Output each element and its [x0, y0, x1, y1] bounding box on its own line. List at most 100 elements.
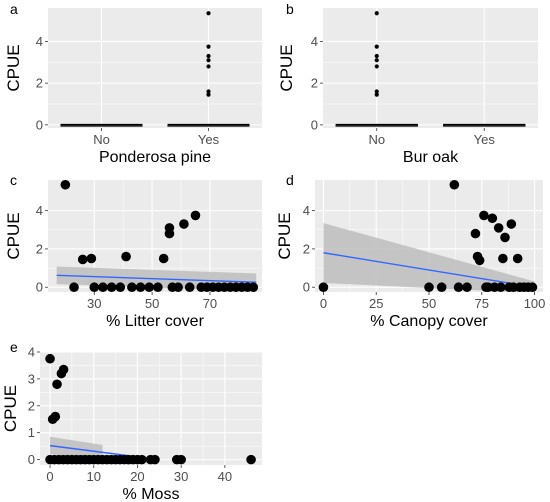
data-point: [158, 253, 169, 264]
data-point: [144, 282, 155, 293]
data-point: [512, 253, 523, 264]
y-tick-label: 2: [36, 76, 43, 91]
fit-line: [56, 274, 257, 283]
outlier-point: [206, 92, 211, 97]
plot-background: [323, 8, 538, 128]
outlier-point: [374, 11, 379, 16]
data-point: [60, 179, 71, 190]
outlier-point: [374, 58, 379, 63]
y-tick-label: 0: [311, 117, 318, 132]
x-tick-label: 40: [218, 469, 232, 484]
x-tick-label: 20: [130, 469, 144, 484]
data-point: [69, 282, 79, 293]
data-point: [115, 282, 126, 293]
x-axis-title: % Litter cover: [106, 313, 204, 330]
data-point: [173, 282, 183, 293]
data-point: [495, 282, 506, 293]
y-axis-title: CPUE: [277, 44, 296, 91]
panel-letter: c: [10, 172, 17, 188]
x-tick-label: 100: [524, 296, 546, 311]
data-point: [424, 282, 434, 293]
y-axis-title: CPUE: [4, 44, 23, 91]
data-point: [58, 364, 69, 375]
outlier-point: [374, 44, 379, 49]
data-point: [98, 282, 108, 293]
x-axis-title: % Canopy cover: [370, 313, 488, 330]
data-point: [436, 282, 447, 293]
data-point: [89, 282, 100, 293]
fit-line: [323, 252, 535, 288]
data-point: [246, 454, 256, 465]
x-tick-label: Yes: [474, 132, 496, 147]
outlier-point: [206, 89, 211, 94]
y-tick-label: 4: [28, 345, 35, 360]
y-tick-label: 2: [303, 241, 310, 256]
data-point: [106, 282, 117, 293]
y-tick-label: 4: [303, 203, 310, 218]
data-point: [184, 282, 195, 293]
y-tick-label: 0: [28, 452, 35, 467]
outlier-point: [206, 64, 211, 69]
x-tick-label: Yes: [198, 132, 220, 147]
data-point: [135, 282, 146, 293]
panel-letter: d: [286, 172, 294, 188]
y-tick-label: 2: [28, 398, 35, 413]
data-point: [137, 454, 147, 465]
plot-background: [48, 8, 262, 128]
outlier-point: [206, 53, 211, 59]
data-point: [470, 228, 481, 239]
data-point: [474, 255, 485, 266]
y-tick-label: 4: [36, 203, 43, 218]
data-point: [121, 251, 131, 262]
panel-c: 0 2 4 30 50 70 % Litter cover CPUE c: [4, 172, 262, 330]
y-axis-title: CPUE: [1, 385, 20, 432]
x-tick-label: 0: [46, 469, 53, 484]
data-point: [50, 411, 61, 422]
y-tick-label: 3: [28, 371, 35, 386]
confidence-band: [50, 436, 103, 459]
panel-a: 0 2 4 No Yes Ponderosa pine CPUE a: [4, 1, 262, 166]
panel-b: 0 2 4 No Yes Bur oak CPUE b: [277, 1, 538, 166]
data-point: [506, 219, 517, 229]
y-axis-title: CPUE: [275, 212, 294, 259]
data-point: [153, 282, 163, 293]
data-point: [52, 379, 62, 390]
y-tick-label: 1: [28, 425, 35, 440]
data-point: [462, 282, 472, 293]
outlier-point: [206, 11, 211, 16]
data-point: [527, 282, 538, 293]
outlier-point: [206, 58, 211, 63]
y-tick-label: 2: [36, 241, 43, 256]
x-tick-label: 50: [145, 296, 159, 311]
x-tick-label: No: [368, 132, 385, 147]
data-point: [318, 282, 329, 293]
data-point: [248, 282, 259, 293]
data-point: [493, 223, 504, 233]
outlier-point: [374, 53, 379, 59]
x-tick-label: 30: [87, 296, 101, 311]
data-point: [150, 454, 160, 465]
y-tick-label: 4: [311, 34, 318, 49]
data-point: [500, 232, 510, 243]
panel-letter: e: [10, 339, 18, 355]
x-tick-label: 50: [422, 296, 436, 311]
data-point: [45, 353, 55, 364]
x-tick-label: 0: [320, 296, 327, 311]
y-tick-label: 0: [36, 280, 43, 295]
data-point: [498, 253, 508, 264]
x-tick-label: 75: [475, 296, 489, 311]
data-point: [176, 454, 186, 465]
x-tick-label: 25: [369, 296, 383, 311]
panel-letter: b: [286, 1, 294, 17]
x-tick-label: No: [93, 132, 110, 147]
fit-layer: [323, 223, 535, 292]
x-axis-title: % Moss: [123, 486, 180, 502]
data-point: [479, 210, 489, 221]
y-tick-label: 0: [303, 280, 310, 295]
data-point: [179, 219, 189, 229]
data-point: [487, 213, 498, 224]
data-point: [449, 179, 460, 190]
outlier-point: [206, 44, 211, 49]
